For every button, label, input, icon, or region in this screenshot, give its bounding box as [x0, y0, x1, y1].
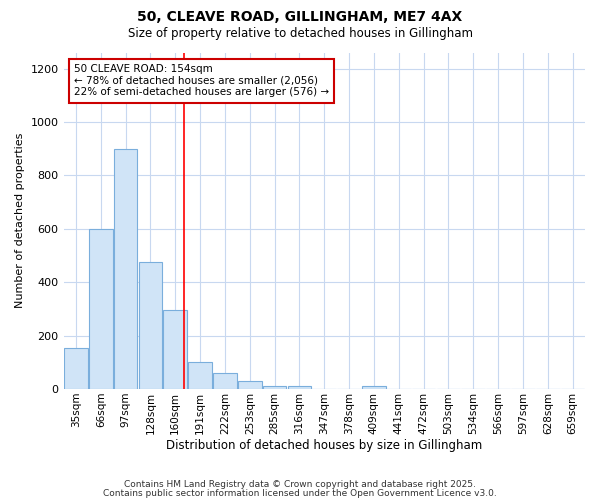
Bar [238, 381, 262, 389]
Bar [139, 262, 162, 389]
Bar [64, 348, 88, 389]
Text: 50, CLEAVE ROAD, GILLINGHAM, ME7 4AX: 50, CLEAVE ROAD, GILLINGHAM, ME7 4AX [137, 10, 463, 24]
Text: 50 CLEAVE ROAD: 154sqm
← 78% of detached houses are smaller (2,056)
22% of semi-: 50 CLEAVE ROAD: 154sqm ← 78% of detached… [74, 64, 329, 98]
Text: Size of property relative to detached houses in Gillingham: Size of property relative to detached ho… [128, 28, 473, 40]
Bar [263, 386, 286, 389]
Bar [362, 386, 386, 389]
Bar [114, 148, 137, 389]
Bar [213, 373, 237, 389]
Bar [188, 362, 212, 389]
Text: Contains public sector information licensed under the Open Government Licence v3: Contains public sector information licen… [103, 489, 497, 498]
Bar [89, 229, 113, 389]
X-axis label: Distribution of detached houses by size in Gillingham: Distribution of detached houses by size … [166, 440, 482, 452]
Y-axis label: Number of detached properties: Number of detached properties [15, 133, 25, 308]
Bar [163, 310, 187, 389]
Bar [287, 386, 311, 389]
Text: Contains HM Land Registry data © Crown copyright and database right 2025.: Contains HM Land Registry data © Crown c… [124, 480, 476, 489]
